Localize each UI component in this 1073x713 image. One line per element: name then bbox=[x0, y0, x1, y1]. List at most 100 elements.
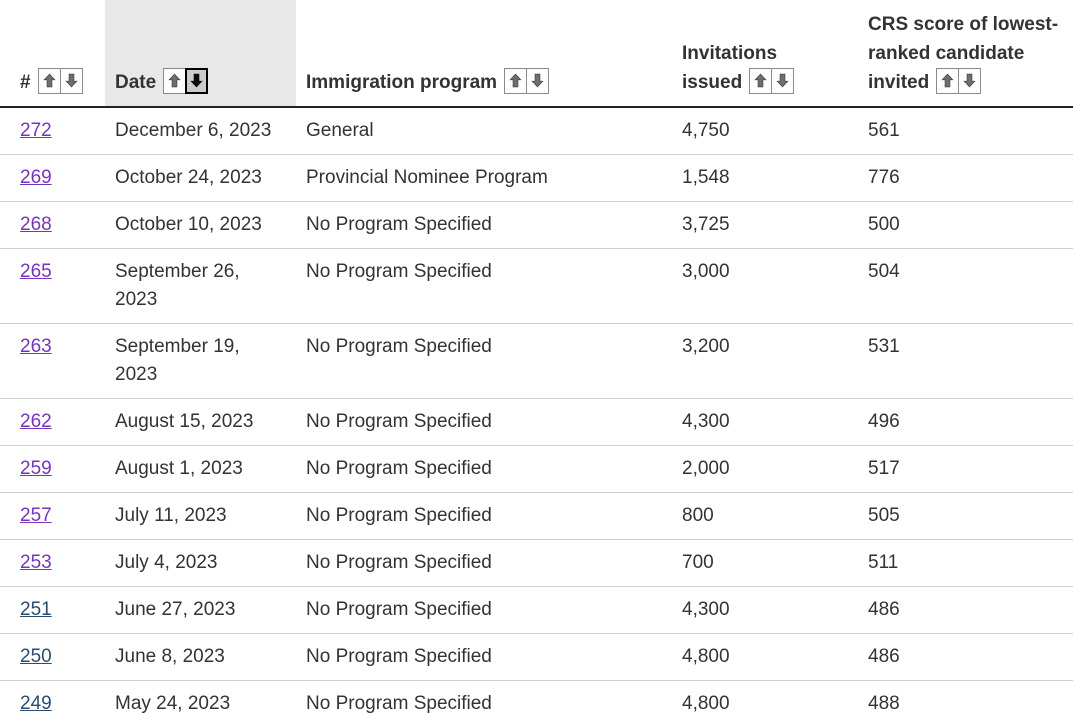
sort-ascending-button[interactable] bbox=[163, 67, 187, 94]
sort-controls-date bbox=[163, 67, 209, 94]
round-number-cell: 257 bbox=[0, 492, 105, 540]
table-body: 272 December 6, 2023 General 4,750 561 2… bbox=[0, 107, 1073, 713]
sort-ascending-button[interactable] bbox=[504, 67, 528, 94]
crs-score-cell: 517 bbox=[858, 445, 1073, 493]
round-number-link[interactable]: 272 bbox=[20, 120, 52, 141]
invitations-issued-cell: 700 bbox=[672, 539, 858, 587]
invitations-issued-cell: 1,548 bbox=[672, 154, 858, 202]
table-row: 263 September 19, 2023 No Program Specif… bbox=[0, 323, 1073, 399]
sort-controls-number bbox=[37, 67, 83, 94]
table-row: 249 May 24, 2023 No Program Specified 4,… bbox=[0, 680, 1073, 713]
round-number-cell: 272 bbox=[0, 107, 105, 155]
round-number-link[interactable]: 251 bbox=[20, 599, 52, 620]
immigration-program-cell: General bbox=[296, 107, 672, 155]
immigration-program-cell: No Program Specified bbox=[296, 492, 672, 540]
crs-score-cell: 500 bbox=[858, 201, 1073, 249]
immigration-program-cell: No Program Specified bbox=[296, 398, 672, 446]
sort-controls-program bbox=[504, 67, 550, 94]
immigration-program-cell: No Program Specified bbox=[296, 680, 672, 713]
sort-descending-button[interactable] bbox=[59, 67, 83, 94]
round-number-link[interactable]: 262 bbox=[20, 411, 52, 432]
round-date-cell: August 1, 2023 bbox=[105, 445, 296, 493]
crs-score-cell: 511 bbox=[858, 539, 1073, 587]
round-date-cell: October 24, 2023 bbox=[105, 154, 296, 202]
round-number-link[interactable]: 253 bbox=[20, 552, 52, 573]
sort-ascending-button[interactable] bbox=[37, 67, 61, 94]
invitations-issued-cell: 4,300 bbox=[672, 398, 858, 446]
sort-ascending-button[interactable] bbox=[936, 67, 960, 94]
column-header-number: # bbox=[0, 0, 105, 108]
round-date-cell: October 10, 2023 bbox=[105, 201, 296, 249]
immigration-program-cell: No Program Specified bbox=[296, 323, 672, 399]
down-arrow-icon bbox=[776, 74, 789, 88]
round-number-link[interactable]: 265 bbox=[20, 261, 52, 282]
immigration-program-cell: No Program Specified bbox=[296, 445, 672, 493]
crs-score-cell: 488 bbox=[858, 680, 1073, 713]
round-date-cell: July 11, 2023 bbox=[105, 492, 296, 540]
round-number-link[interactable]: 263 bbox=[20, 336, 52, 357]
crs-score-cell: 505 bbox=[858, 492, 1073, 540]
round-number-link[interactable]: 259 bbox=[20, 458, 52, 479]
down-arrow-icon bbox=[64, 74, 78, 88]
column-header-number-label: # bbox=[20, 72, 31, 93]
column-header-crs-score: CRS score of lowest-ranked candidate inv… bbox=[858, 0, 1073, 108]
round-number-cell: 262 bbox=[0, 398, 105, 446]
immigration-program-cell: No Program Specified bbox=[296, 539, 672, 587]
invitations-issued-cell: 3,000 bbox=[672, 248, 858, 324]
round-number-link[interactable]: 268 bbox=[20, 214, 52, 235]
table-row: 251 June 27, 2023 No Program Specified 4… bbox=[0, 586, 1073, 634]
invitations-issued-cell: 4,800 bbox=[672, 680, 858, 713]
invitations-issued-cell: 4,800 bbox=[672, 633, 858, 681]
crs-score-cell: 486 bbox=[858, 586, 1073, 634]
immigration-program-cell: No Program Specified bbox=[296, 586, 672, 634]
column-header-date-label: Date bbox=[115, 72, 157, 93]
round-number-link[interactable]: 249 bbox=[20, 693, 52, 713]
round-number-cell: 265 bbox=[0, 248, 105, 324]
sort-controls-invitations bbox=[749, 67, 795, 94]
invitations-issued-cell: 800 bbox=[672, 492, 858, 540]
table-row: 262 August 15, 2023 No Program Specified… bbox=[0, 398, 1073, 446]
header-row: # Date Immigration program Invitations i… bbox=[0, 0, 1073, 108]
round-number-cell: 263 bbox=[0, 323, 105, 399]
table-row: 257 July 11, 2023 No Program Specified 8… bbox=[0, 492, 1073, 540]
up-arrow-icon bbox=[168, 74, 181, 88]
column-header-crs-score-label: CRS score of lowest-ranked candidate inv… bbox=[868, 14, 1059, 93]
column-header-program-label: Immigration program bbox=[306, 72, 498, 93]
round-date-cell: September 26, 2023 bbox=[105, 248, 296, 324]
table-row: 269 October 24, 2023 Provincial Nominee … bbox=[0, 154, 1073, 202]
sort-descending-button[interactable] bbox=[958, 67, 982, 94]
round-number-link[interactable]: 269 bbox=[20, 167, 52, 188]
invitations-issued-cell: 4,300 bbox=[672, 586, 858, 634]
table-row: 265 September 26, 2023 No Program Specif… bbox=[0, 248, 1073, 324]
sort-descending-button[interactable] bbox=[771, 67, 795, 94]
table-row: 259 August 1, 2023 No Program Specified … bbox=[0, 445, 1073, 493]
round-number-cell: 251 bbox=[0, 586, 105, 634]
column-header-invitations: Invitations issued bbox=[672, 0, 858, 108]
round-number-cell: 259 bbox=[0, 445, 105, 493]
round-date-cell: June 8, 2023 bbox=[105, 633, 296, 681]
sort-descending-button[interactable] bbox=[526, 67, 550, 94]
down-arrow-icon bbox=[963, 74, 976, 88]
round-date-cell: August 15, 2023 bbox=[105, 398, 296, 446]
crs-score-cell: 504 bbox=[858, 248, 1073, 324]
sort-controls-crs-score bbox=[936, 67, 982, 94]
round-number-link[interactable]: 250 bbox=[20, 646, 52, 667]
round-number-cell: 250 bbox=[0, 633, 105, 681]
invitations-issued-cell: 2,000 bbox=[672, 445, 858, 493]
immigration-program-cell: Provincial Nominee Program bbox=[296, 154, 672, 202]
up-arrow-icon bbox=[509, 74, 522, 88]
crs-score-cell: 561 bbox=[858, 107, 1073, 155]
down-arrow-icon bbox=[190, 74, 203, 88]
immigration-program-cell: No Program Specified bbox=[296, 633, 672, 681]
round-date-cell: December 6, 2023 bbox=[105, 107, 296, 155]
invitations-issued-cell: 3,725 bbox=[672, 201, 858, 249]
round-number-link[interactable]: 257 bbox=[20, 505, 52, 526]
sort-ascending-button[interactable] bbox=[749, 67, 773, 94]
up-arrow-icon bbox=[754, 74, 767, 88]
crs-score-cell: 531 bbox=[858, 323, 1073, 399]
invitations-issued-cell: 3,200 bbox=[672, 323, 858, 399]
round-date-cell: May 24, 2023 bbox=[105, 680, 296, 713]
sort-descending-button[interactable] bbox=[185, 67, 209, 94]
